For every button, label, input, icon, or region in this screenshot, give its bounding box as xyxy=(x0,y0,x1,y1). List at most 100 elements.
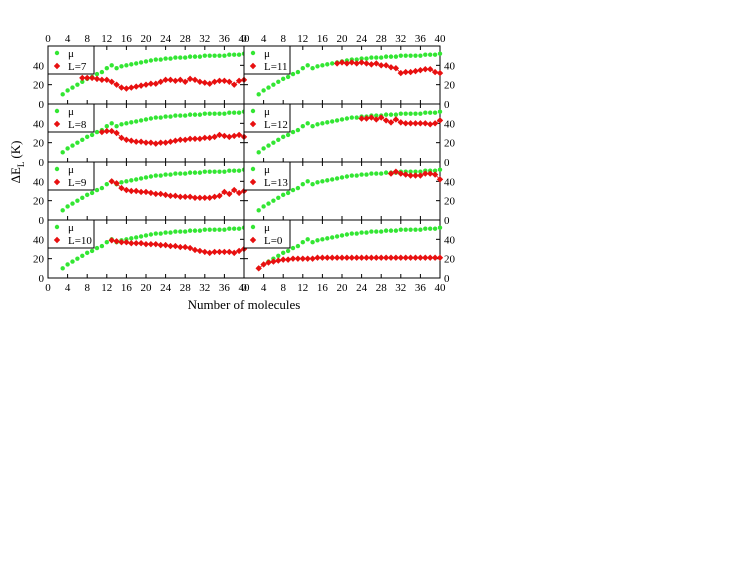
data-point xyxy=(428,52,433,57)
data-point xyxy=(60,92,65,97)
data-point xyxy=(417,66,424,74)
data-point xyxy=(163,114,168,119)
data-point xyxy=(285,132,291,138)
data-point xyxy=(354,231,359,236)
data-point xyxy=(99,243,105,249)
data-point xyxy=(382,254,390,261)
data-point xyxy=(118,84,125,91)
data-point xyxy=(123,186,130,194)
data-point xyxy=(148,58,154,63)
data-point xyxy=(108,127,115,135)
data-point xyxy=(226,248,233,256)
data-point xyxy=(423,110,428,115)
data-point xyxy=(148,174,154,179)
y-tick-label: 20 xyxy=(33,80,45,92)
data-point xyxy=(197,112,203,117)
data-point xyxy=(65,204,70,209)
data-point xyxy=(202,169,207,174)
data-point xyxy=(186,193,194,200)
data-point xyxy=(235,77,243,84)
y-tick-label: 0 xyxy=(444,157,450,169)
legend-label: μ xyxy=(68,222,74,234)
data-point xyxy=(235,247,243,255)
y-tick-label: 40 xyxy=(444,118,456,130)
data-point xyxy=(255,265,262,272)
legend-marker xyxy=(249,178,257,186)
x-tick-label: 4 xyxy=(65,33,71,45)
data-point xyxy=(133,240,140,247)
data-point xyxy=(330,235,335,240)
data-point xyxy=(168,172,173,177)
data-point xyxy=(339,175,345,180)
data-point xyxy=(407,68,414,76)
data-point xyxy=(236,110,242,115)
data-point xyxy=(379,171,384,176)
x-tick-label: 8 xyxy=(280,282,286,294)
data-point xyxy=(397,170,404,177)
data-point xyxy=(207,111,212,116)
data-point xyxy=(128,187,135,195)
x-tick-label: 36 xyxy=(219,282,231,294)
x-tick-label: 16 xyxy=(121,282,133,294)
data-point xyxy=(232,226,237,231)
data-point xyxy=(158,231,163,236)
x-tick-label: 20 xyxy=(141,33,153,45)
data-point xyxy=(182,243,189,251)
y-tick-label: 0 xyxy=(39,99,45,111)
data-point xyxy=(201,248,208,256)
data-point xyxy=(142,81,150,88)
data-point xyxy=(143,175,149,180)
data-point xyxy=(388,112,394,117)
data-point xyxy=(148,232,154,237)
data-point xyxy=(183,55,188,60)
data-point xyxy=(310,66,315,71)
data-point xyxy=(157,139,164,146)
data-point xyxy=(143,233,149,238)
data-point xyxy=(137,82,145,89)
data-point xyxy=(393,54,399,59)
data-point xyxy=(133,187,140,195)
data-point xyxy=(368,61,375,68)
data-point xyxy=(232,52,237,57)
legend-box xyxy=(47,161,95,191)
data-point xyxy=(387,254,395,261)
data-point xyxy=(129,178,134,183)
data-point xyxy=(281,250,286,256)
data-point xyxy=(256,208,261,213)
data-point xyxy=(379,55,384,60)
data-point xyxy=(103,76,110,84)
data-point xyxy=(138,176,144,181)
legend-label: μ xyxy=(264,222,270,234)
legend-label: L=10 xyxy=(68,235,92,247)
data-point xyxy=(413,111,418,116)
data-point xyxy=(128,84,135,91)
data-point xyxy=(142,139,150,146)
data-point xyxy=(382,62,390,69)
y-label-sub: L xyxy=(16,162,26,168)
data-point xyxy=(348,254,355,261)
data-point xyxy=(359,172,364,177)
data-point xyxy=(129,62,134,67)
data-point xyxy=(80,253,85,258)
data-point xyxy=(408,227,413,232)
data-point xyxy=(137,188,145,196)
x-tick-label: 32 xyxy=(395,282,406,294)
y-tick-label: 0 xyxy=(444,99,450,111)
data-point xyxy=(119,122,124,127)
data-point xyxy=(197,170,203,175)
data-point xyxy=(295,127,301,133)
data-point xyxy=(265,259,272,266)
data-point xyxy=(206,134,213,142)
x-tick-label: 24 xyxy=(160,33,172,45)
data-point xyxy=(217,169,222,174)
data-point xyxy=(310,124,315,129)
data-point xyxy=(212,111,217,116)
data-point xyxy=(206,194,213,201)
data-point xyxy=(431,120,439,127)
data-point xyxy=(186,244,194,252)
x-tick-label: 12 xyxy=(297,33,308,45)
data-point xyxy=(207,53,212,58)
x-tick-label: 28 xyxy=(376,282,388,294)
